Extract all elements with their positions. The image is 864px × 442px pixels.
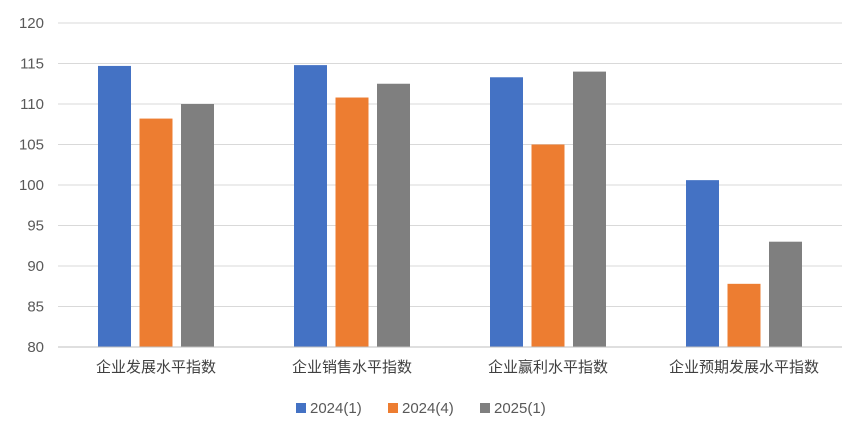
- y-tick-label: 120: [19, 15, 44, 32]
- legend-swatch: [480, 403, 490, 413]
- bars: [98, 65, 802, 348]
- y-axis-ticks: 80 85 90 95 100 105 110 115 120: [19, 15, 44, 356]
- bar-2024(4)-2: [531, 144, 565, 347]
- bar-2025(1)-1: [377, 83, 410, 347]
- y-tick-label: 85: [27, 299, 44, 316]
- category-label: 企业预期发展水平指数: [669, 358, 819, 376]
- legend-label: 2024(1): [310, 400, 362, 417]
- category-labels: 企业发展水平指数 企业销售水平指数 企业赢利水平指数 企业预期发展水平指数: [96, 358, 819, 376]
- y-tick-label: 80: [27, 339, 44, 356]
- bar-2024(1)-0: [98, 65, 131, 348]
- y-tick-label: 105: [19, 137, 44, 154]
- y-tick-label: 95: [27, 218, 44, 235]
- category-label: 企业销售水平指数: [292, 358, 412, 376]
- bar-2025(1)-3: [769, 241, 802, 347]
- bar-2024(4)-1: [335, 97, 369, 348]
- category-label: 企业发展水平指数: [96, 358, 216, 376]
- y-tick-label: 90: [27, 258, 44, 275]
- bar-2024(4)-0: [139, 118, 173, 347]
- bar-2024(1)-1: [294, 65, 327, 348]
- legend-swatch: [296, 403, 306, 413]
- bar-2024(1)-2: [490, 77, 523, 348]
- legend: 2024(1) 2024(4) 2025(1): [296, 400, 546, 417]
- y-tick-label: 100: [19, 177, 44, 194]
- y-tick-label: 110: [20, 96, 44, 113]
- y-tick-label: 115: [20, 56, 44, 73]
- category-label: 企业赢利水平指数: [488, 358, 608, 376]
- legend-label: 2024(4): [402, 400, 454, 417]
- bar-2024(4)-3: [727, 283, 761, 347]
- gridlines: [58, 22, 842, 307]
- bar-2025(1)-0: [181, 104, 214, 347]
- bar-2024(1)-3: [686, 180, 719, 347]
- legend-swatch: [388, 403, 398, 413]
- legend-label: 2025(1): [494, 400, 546, 417]
- bar-2025(1)-2: [573, 71, 606, 347]
